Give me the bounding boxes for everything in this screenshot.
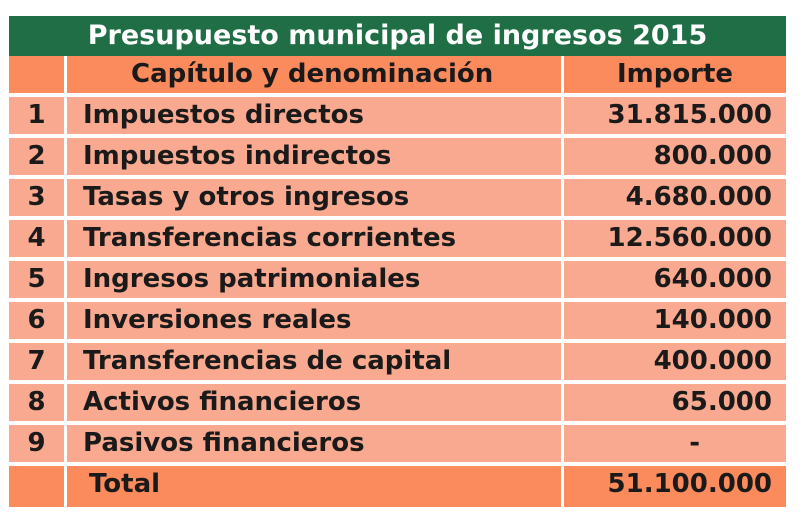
- row-num: 4: [9, 220, 67, 261]
- row-num: 8: [9, 384, 67, 425]
- row-chapter: Impuestos indirectos: [67, 138, 564, 179]
- table-row: 1 Impuestos directos 31.815.000: [9, 97, 786, 138]
- table-row: 3 Tasas y otros ingresos 4.680.000: [9, 179, 786, 220]
- row-num: 5: [9, 261, 67, 302]
- table-row: 4 Transferencias corrientes 12.560.000: [9, 220, 786, 261]
- table-header-row: Capítulo y denominación Importe: [9, 56, 786, 97]
- budget-table: Presupuesto municipal de ingresos 2015 C…: [9, 16, 786, 507]
- row-chapter: Tasas y otros ingresos: [67, 179, 564, 220]
- table-row: 8 Activos financieros 65.000: [9, 384, 786, 425]
- row-num: 3: [9, 179, 67, 220]
- row-amount: -: [564, 425, 786, 466]
- row-chapter: Activos financieros: [67, 384, 564, 425]
- row-amount: 400.000: [564, 343, 786, 384]
- row-num: 7: [9, 343, 67, 384]
- row-amount: 65.000: [564, 384, 786, 425]
- table-row: 7 Transferencias de capital 400.000: [9, 343, 786, 384]
- row-chapter: Transferencias de capital: [67, 343, 564, 384]
- row-amount: 640.000: [564, 261, 786, 302]
- table-total-row: Total 51.100.000: [9, 466, 786, 507]
- table-title: Presupuesto municipal de ingresos 2015: [9, 16, 786, 56]
- header-amount: Importe: [564, 56, 786, 97]
- table-row: 2 Impuestos indirectos 800.000: [9, 138, 786, 179]
- row-amount: 31.815.000: [564, 97, 786, 138]
- row-chapter: Impuestos directos: [67, 97, 564, 138]
- total-label: Total: [67, 466, 564, 507]
- row-num: 6: [9, 302, 67, 343]
- total-amount: 51.100.000: [564, 466, 786, 507]
- row-num: 1: [9, 97, 67, 138]
- row-chapter: Ingresos patrimoniales: [67, 261, 564, 302]
- row-chapter: Inversiones reales: [67, 302, 564, 343]
- header-chapter: Capítulo y denominación: [67, 56, 564, 97]
- row-num: 2: [9, 138, 67, 179]
- table-row: 9 Pasivos financieros -: [9, 425, 786, 466]
- row-amount: 140.000: [564, 302, 786, 343]
- row-amount: 4.680.000: [564, 179, 786, 220]
- table-row: 6 Inversiones reales 140.000: [9, 302, 786, 343]
- row-chapter: Pasivos financieros: [67, 425, 564, 466]
- row-chapter: Transferencias corrientes: [67, 220, 564, 261]
- total-num: [9, 466, 67, 507]
- table-row: 5 Ingresos patrimoniales 640.000: [9, 261, 786, 302]
- header-num: [9, 56, 67, 97]
- row-amount: 800.000: [564, 138, 786, 179]
- row-num: 9: [9, 425, 67, 466]
- row-amount: 12.560.000: [564, 220, 786, 261]
